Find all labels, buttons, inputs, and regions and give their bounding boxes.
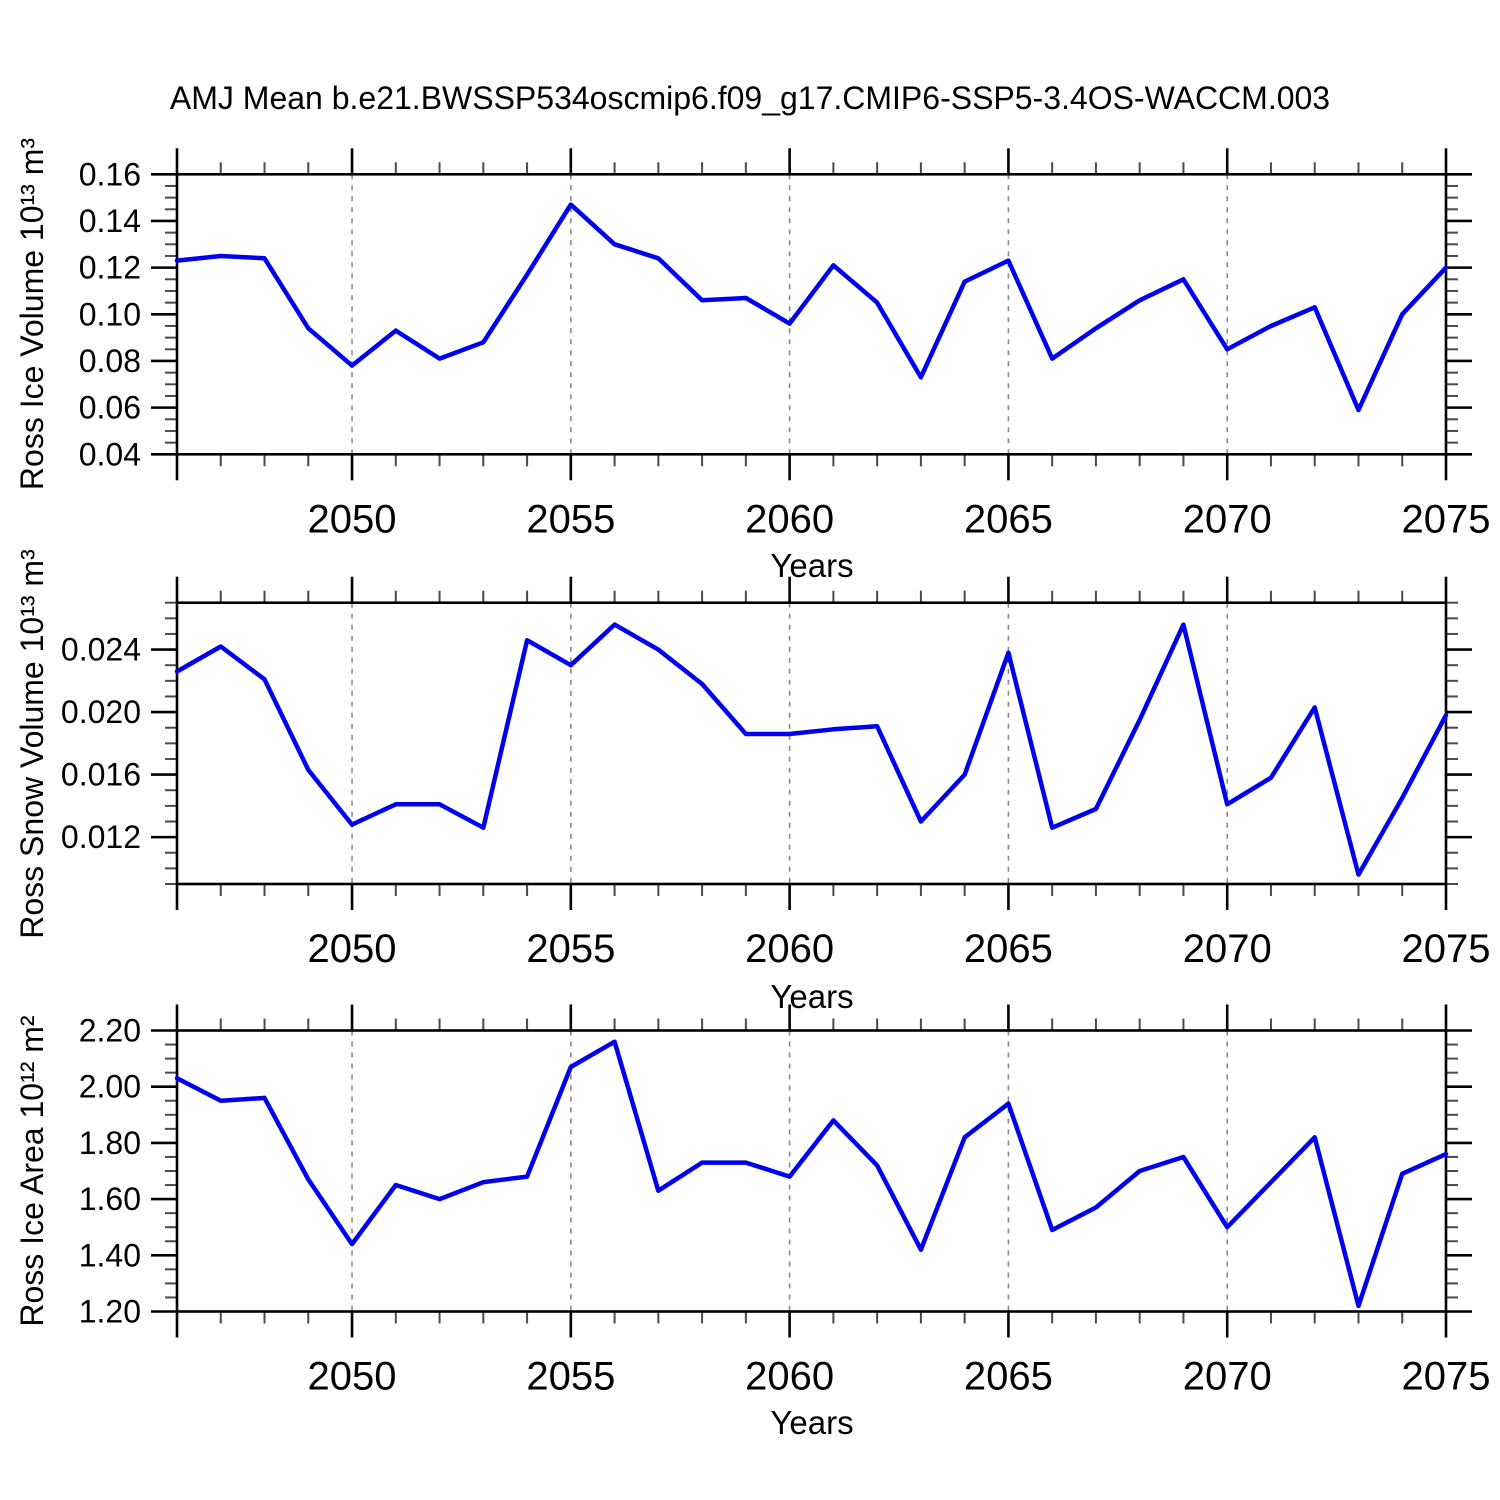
y-tick-label: 0.14 xyxy=(79,203,141,239)
data-line-series xyxy=(174,202,1449,413)
chart-2: 1.20 1.40 1.60 1.80 2.00 2.20 2050 2055 2060 2065… xyxy=(79,1004,1491,1399)
x-tick-label: 2050 xyxy=(308,497,397,541)
x-tick-label: 2060 xyxy=(745,497,834,541)
plot-frame xyxy=(175,173,1448,456)
data-line-series xyxy=(174,1039,1449,1309)
x-tick-label: 2055 xyxy=(526,927,615,971)
x-tick-label: 2065 xyxy=(964,1355,1053,1399)
x-tick-label: 2075 xyxy=(1402,497,1491,541)
x-tick-label: 2070 xyxy=(1183,927,1272,971)
chart-0: 0.04 0.06 0.08 0.10 0.12 0.14 0.16 2050 2055 2060… xyxy=(79,148,1491,541)
x-tick-label: 2060 xyxy=(745,927,834,971)
x-tick-label: 2065 xyxy=(964,497,1053,541)
y-tick-label: 0.12 xyxy=(79,250,141,286)
y-tick-label: 1.80 xyxy=(79,1125,141,1161)
x-tick-label: 2050 xyxy=(308,1355,397,1399)
y-tick-label: 0.08 xyxy=(79,343,141,379)
x-tick-label: 2065 xyxy=(964,927,1053,971)
y-tick-label: 0.10 xyxy=(79,296,141,332)
y-tick-label: 2.00 xyxy=(79,1069,141,1105)
y-tick-label: 0.024 xyxy=(61,632,141,668)
chart-1: 0.012 0.016 0.020 0.024 2050 2055 2060 2065 2070… xyxy=(61,576,1491,971)
x-tick-label: 2055 xyxy=(526,1355,615,1399)
x-tick-label: 2075 xyxy=(1402,927,1491,971)
x-tick-label: 2050 xyxy=(308,927,397,971)
x-axis-title-years-top: Years xyxy=(770,547,854,584)
y-tick-label: 0.012 xyxy=(61,819,141,855)
x-tick-label: 2055 xyxy=(526,497,615,541)
y-tick-label: 1.60 xyxy=(79,1181,141,1217)
plot-title: AMJ Mean b.e21.BWSSP534oscmip6.f09_g17.C… xyxy=(169,80,1331,116)
y-tick-label: 0.16 xyxy=(79,156,141,192)
x-tick-label: 2070 xyxy=(1183,497,1272,541)
data-line-series xyxy=(174,622,1449,877)
y-tick-label: 1.20 xyxy=(79,1294,141,1330)
y-tick-label: 0.04 xyxy=(79,436,141,472)
y-tick-label: 2.20 xyxy=(79,1013,141,1049)
x-axis-title-years-bottom: Years xyxy=(770,1404,854,1441)
y-tick-label: 0.06 xyxy=(79,390,141,426)
plot-frame xyxy=(175,1029,1448,1313)
y-tick-label: 0.016 xyxy=(61,757,141,793)
x-tick-label: 2075 xyxy=(1402,1355,1491,1399)
x-tick-label: 2070 xyxy=(1183,1355,1272,1399)
y-tick-label: 1.40 xyxy=(79,1237,141,1273)
x-tick-label: 2060 xyxy=(745,1355,834,1399)
x-axis-title-years-middle: Years xyxy=(770,978,854,1015)
y-tick-label: 0.020 xyxy=(61,694,141,730)
plot-frame xyxy=(175,601,1448,886)
